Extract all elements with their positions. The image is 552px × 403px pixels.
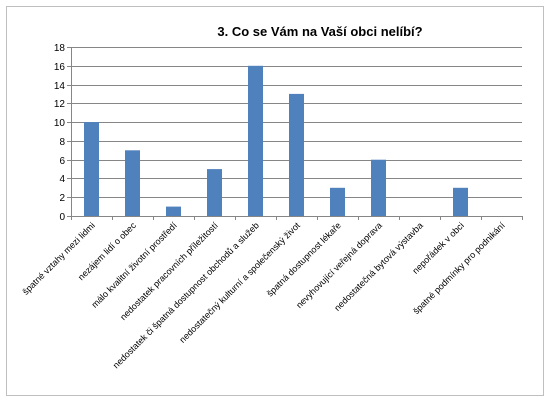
bar <box>207 169 222 216</box>
bar <box>330 187 345 216</box>
x-tick-label: málo kvalitní životní prostředí <box>89 220 179 310</box>
y-tick-label: 14 <box>54 81 66 92</box>
bar <box>453 187 468 216</box>
y-tick-label: 8 <box>59 137 65 148</box>
x-tick-label: nedostatečná bytová výstavba <box>332 220 425 313</box>
bar <box>166 206 181 216</box>
bar <box>125 150 140 216</box>
y-tick-label: 18 <box>54 43 66 54</box>
y-axis-ticks: 0 2 4 6 8 10 12 14 16 18 <box>54 43 71 223</box>
bar <box>289 93 304 216</box>
y-tick-label: 10 <box>54 118 66 129</box>
bar <box>84 122 99 216</box>
bar <box>248 65 263 216</box>
y-tick-label: 12 <box>54 99 66 110</box>
bars <box>84 65 468 216</box>
y-tick-label: 2 <box>59 193 65 204</box>
y-tick-label: 6 <box>59 156 65 167</box>
x-tick-label: špatné podmínky pro podnikání <box>411 220 507 316</box>
x-tick-label: špatná dostupnost lékaře <box>265 220 343 298</box>
bar <box>371 159 386 216</box>
axes <box>71 47 523 220</box>
y-tick-label: 16 <box>54 62 66 73</box>
y-tick-label: 4 <box>59 174 65 185</box>
x-tick-label: nedostatek či špatná dostupnost obchodů … <box>111 220 261 370</box>
chart-title: 3. Co se Vám na Vaší obci nelíbí? <box>217 24 422 39</box>
y-tick-label: 0 <box>59 212 65 223</box>
x-tick-label: špatné vztahy mezi lidmi <box>21 220 97 296</box>
x-tick-label: nevyhovující veřejná doprava <box>294 220 384 310</box>
